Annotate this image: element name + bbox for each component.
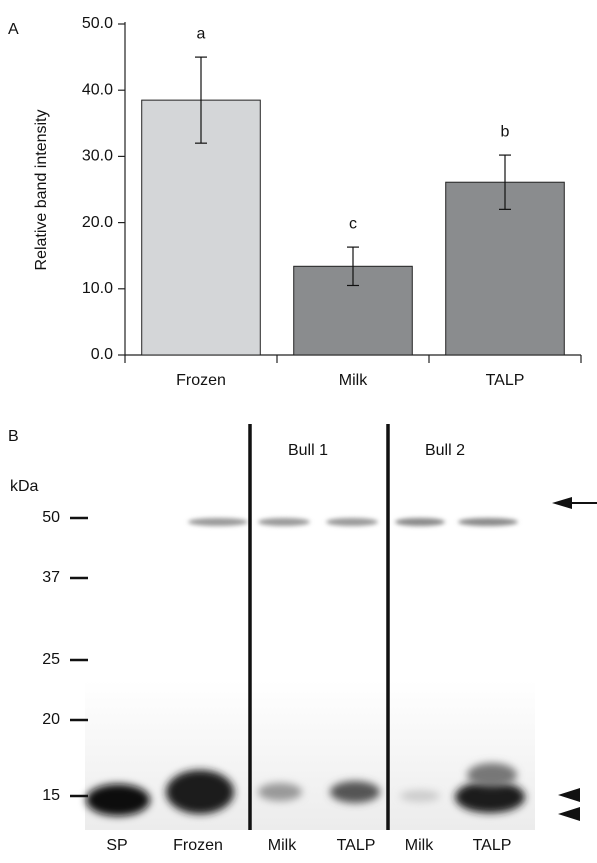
arrowhead: [558, 807, 580, 821]
arrowhead: [558, 788, 580, 802]
y-tick-label: 20.0: [82, 214, 113, 231]
figure: A Relative band intensity B kDa 0.0 10.0 2…: [0, 0, 597, 858]
x-tick-label: Milk: [339, 372, 368, 389]
unit-label: kDa: [10, 478, 39, 495]
lane-label: SP: [106, 837, 127, 854]
marker-label: 15: [42, 787, 60, 804]
lane-label: Milk: [405, 837, 434, 854]
band: [166, 770, 234, 814]
panel-label: A: [8, 21, 19, 38]
marker-label: 20: [42, 711, 60, 728]
y-tick-label: 50.0: [82, 15, 113, 32]
x-tick-label: Frozen: [176, 372, 226, 389]
significance-letter: b: [501, 123, 510, 140]
lane-label: TALP: [473, 837, 512, 854]
lane-label: TALP: [337, 837, 376, 854]
band: [86, 784, 150, 816]
y-tick-label: 40.0: [82, 81, 113, 98]
significance-letter: c: [349, 215, 357, 232]
y-tick-label: 10.0: [82, 280, 113, 297]
marker-label: 37: [42, 569, 60, 586]
significance-letter: a: [197, 25, 206, 42]
x-tick-label: TALP: [486, 372, 525, 389]
band: [326, 518, 378, 526]
band: [258, 518, 310, 526]
band: [258, 783, 302, 801]
band: [400, 790, 440, 802]
arrow: [552, 497, 597, 509]
marker-label: 25: [42, 651, 60, 668]
y-tick-label: 30.0: [82, 148, 113, 165]
band: [458, 518, 518, 526]
band: [188, 518, 248, 526]
lane-label: Frozen: [173, 837, 223, 854]
band: [467, 763, 517, 787]
group-label: Bull 1: [288, 442, 328, 459]
panel-label: B: [8, 428, 19, 445]
band: [395, 518, 445, 526]
lane-label: Milk: [268, 837, 297, 854]
group-label: Bull 2: [425, 442, 465, 459]
y-axis-label: Relative band intensity: [33, 110, 50, 271]
band: [330, 781, 380, 803]
marker-label: 50: [42, 509, 60, 526]
y-tick-label: 0.0: [91, 346, 113, 363]
